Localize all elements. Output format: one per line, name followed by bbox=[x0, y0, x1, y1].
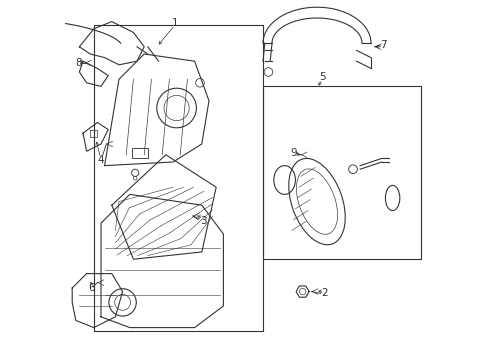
Bar bbox=[132, 148, 148, 158]
Text: 6: 6 bbox=[89, 283, 96, 293]
Text: 7: 7 bbox=[380, 40, 387, 50]
Text: 8: 8 bbox=[75, 58, 82, 68]
Text: 4: 4 bbox=[98, 155, 104, 165]
Bar bbox=[263, 86, 421, 259]
Text: 9: 9 bbox=[290, 148, 297, 158]
Text: 5: 5 bbox=[319, 72, 326, 82]
Bar bbox=[94, 25, 263, 331]
Text: 2: 2 bbox=[321, 288, 327, 298]
Text: 3: 3 bbox=[200, 216, 207, 226]
Text: 1: 1 bbox=[172, 18, 178, 28]
